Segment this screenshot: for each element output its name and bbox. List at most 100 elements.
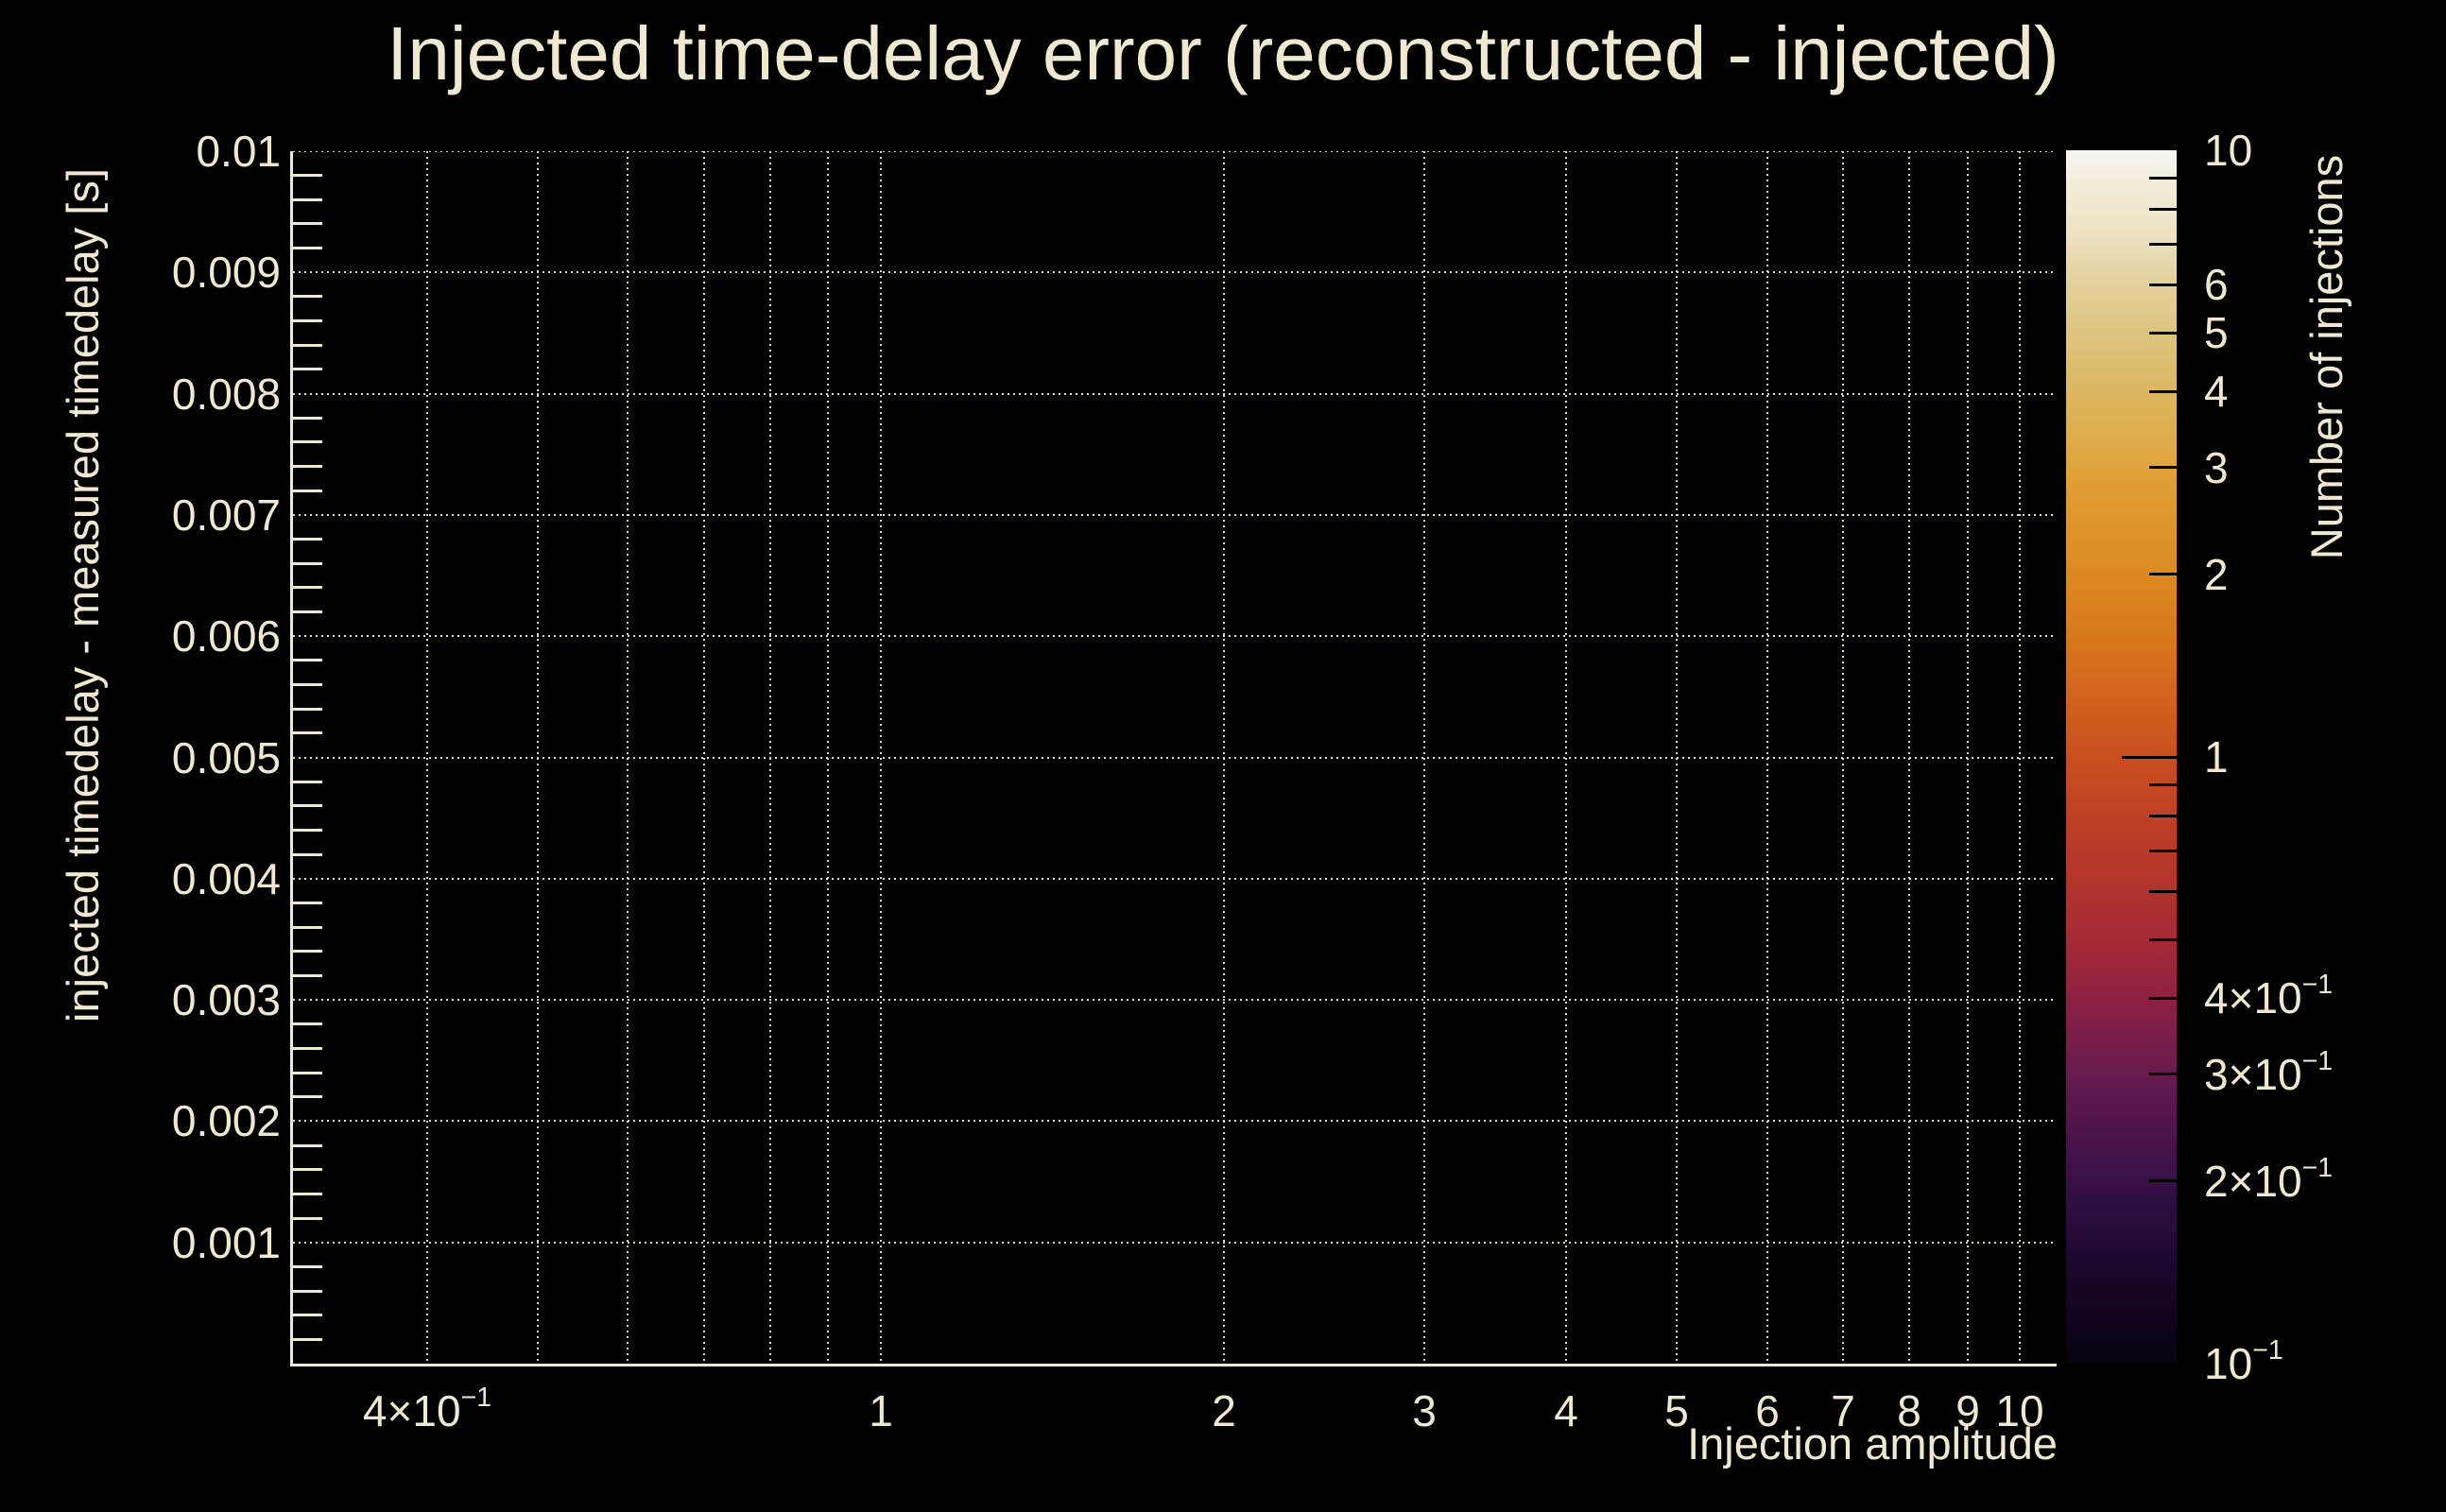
colorbar-tick-label: 3×10−1 xyxy=(2204,1046,2334,1099)
colorbar xyxy=(2066,150,2177,1364)
colorbar-tick-label: 3 xyxy=(2204,443,2229,492)
y-minor-tick xyxy=(293,659,322,662)
x-tick-label: 4×10−1 xyxy=(362,1383,492,1435)
y-tick-label: 0.008 xyxy=(171,369,281,419)
colorbar-minor-tick xyxy=(2149,243,2177,246)
y-minor-tick xyxy=(293,829,322,832)
y-minor-tick xyxy=(293,610,322,613)
y-gridline xyxy=(293,878,2054,880)
y-minor-tick xyxy=(293,708,322,711)
y-minor-tick xyxy=(293,731,322,734)
x-tick-label: 4 xyxy=(1554,1386,1578,1435)
y-tick-label: 0.003 xyxy=(171,975,281,1024)
y-gridline xyxy=(293,151,2054,152)
y-gridline xyxy=(293,757,2054,759)
colorbar-tick-label: 6 xyxy=(2204,260,2229,309)
y-axis-spine xyxy=(290,151,293,1366)
y-gridline xyxy=(293,999,2054,1001)
y-tick-label: 0.004 xyxy=(171,854,281,903)
y-minor-tick xyxy=(293,295,322,298)
y-tick-label: 0.002 xyxy=(171,1096,281,1145)
colorbar-tick-label: 2×10−1 xyxy=(2204,1153,2334,1206)
y-minor-tick xyxy=(293,465,322,468)
x-tick-label: 3 xyxy=(1412,1386,1437,1435)
y-minor-tick xyxy=(293,344,322,347)
colorbar-minor-tick xyxy=(2149,815,2177,817)
colorbar-minor-tick xyxy=(2149,850,2177,852)
colorbar-tick-label: 5 xyxy=(2204,308,2229,357)
y-tick-label: 0.001 xyxy=(171,1218,281,1267)
colorbar-tick-label: 10−1 xyxy=(2204,1335,2283,1388)
y-gridline xyxy=(293,1120,2054,1122)
x-tick-label: 1 xyxy=(869,1386,893,1435)
colorbar-minor-tick xyxy=(2149,177,2177,180)
colorbar-minor-tick xyxy=(2149,332,2177,335)
y-minor-tick xyxy=(293,1072,322,1074)
colorbar-minor-tick xyxy=(2149,997,2177,1000)
colorbar-minor-tick xyxy=(2149,208,2177,211)
x-tick-label: 10 xyxy=(1995,1386,2044,1435)
y-minor-tick xyxy=(293,586,322,589)
y-minor-tick xyxy=(293,1144,322,1147)
y-minor-tick xyxy=(293,1193,322,1195)
chart-title: Injected time-delay error (reconstructed… xyxy=(387,11,2059,95)
y-tick-label: 0.009 xyxy=(171,248,281,297)
colorbar-label: Number of injections xyxy=(2301,154,2351,560)
y-minor-tick xyxy=(293,804,322,807)
colorbar-tick-label: 1 xyxy=(2204,732,2229,782)
y-gridline xyxy=(293,635,2054,637)
y-minor-tick xyxy=(293,490,322,492)
colorbar-tick-label: 2 xyxy=(2204,550,2229,599)
y-gridline xyxy=(293,514,2054,516)
y-minor-tick xyxy=(293,781,322,783)
x-tick-label: 6 xyxy=(1755,1386,1780,1435)
colorbar-major-tick xyxy=(2122,756,2177,759)
colorbar-minor-tick xyxy=(2149,573,2177,576)
y-minor-tick xyxy=(293,440,322,443)
y-gridline xyxy=(293,393,2054,395)
y-minor-tick xyxy=(293,1314,322,1316)
plot-area xyxy=(293,151,2054,1364)
colorbar-tick-label: 4×10−1 xyxy=(2204,970,2334,1022)
y-minor-tick xyxy=(293,853,322,856)
x-tick-label: 9 xyxy=(1955,1386,1980,1435)
colorbar-minor-tick xyxy=(2149,284,2177,286)
colorbar-minor-tick xyxy=(2149,783,2177,786)
y-tick-label: 0.01 xyxy=(196,127,281,176)
x-axis-spine xyxy=(290,1364,2057,1366)
y-gridline xyxy=(293,1242,2054,1244)
y-minor-tick xyxy=(293,1290,322,1293)
y-minor-tick xyxy=(293,1168,322,1171)
y-minor-tick xyxy=(293,926,322,929)
y-minor-tick xyxy=(293,319,322,322)
y-minor-tick xyxy=(293,1265,322,1268)
colorbar-minor-tick xyxy=(2149,1179,2177,1182)
y-minor-tick xyxy=(293,562,322,565)
y-minor-tick xyxy=(293,974,322,977)
colorbar-minor-tick xyxy=(2149,938,2177,941)
y-minor-tick xyxy=(293,247,322,249)
y-minor-tick xyxy=(293,902,322,904)
y-minor-tick xyxy=(293,538,322,541)
x-axis-label: Injection amplitude xyxy=(1687,1418,2058,1469)
colorbar-minor-tick xyxy=(2149,390,2177,393)
colorbar-tick-label: 4 xyxy=(2204,367,2229,416)
colorbar-minor-tick xyxy=(2149,1073,2177,1075)
colorbar-minor-tick xyxy=(2149,890,2177,893)
y-minor-tick xyxy=(293,222,322,225)
y-tick-label: 0.006 xyxy=(171,611,281,661)
x-tick-label: 2 xyxy=(1212,1386,1236,1435)
y-minor-tick xyxy=(293,950,322,953)
x-tick-label: 7 xyxy=(1831,1386,1855,1435)
y-gridline xyxy=(293,271,2054,273)
y-minor-tick xyxy=(293,417,322,420)
y-minor-tick xyxy=(293,683,322,686)
y-minor-tick xyxy=(293,1022,322,1025)
y-minor-tick xyxy=(293,1095,322,1098)
y-minor-tick xyxy=(293,1217,322,1220)
x-tick-label: 8 xyxy=(1897,1386,1921,1435)
y-tick-label: 0.005 xyxy=(171,733,281,782)
y-minor-tick xyxy=(293,368,322,370)
y-tick-label: 0.007 xyxy=(171,490,281,540)
